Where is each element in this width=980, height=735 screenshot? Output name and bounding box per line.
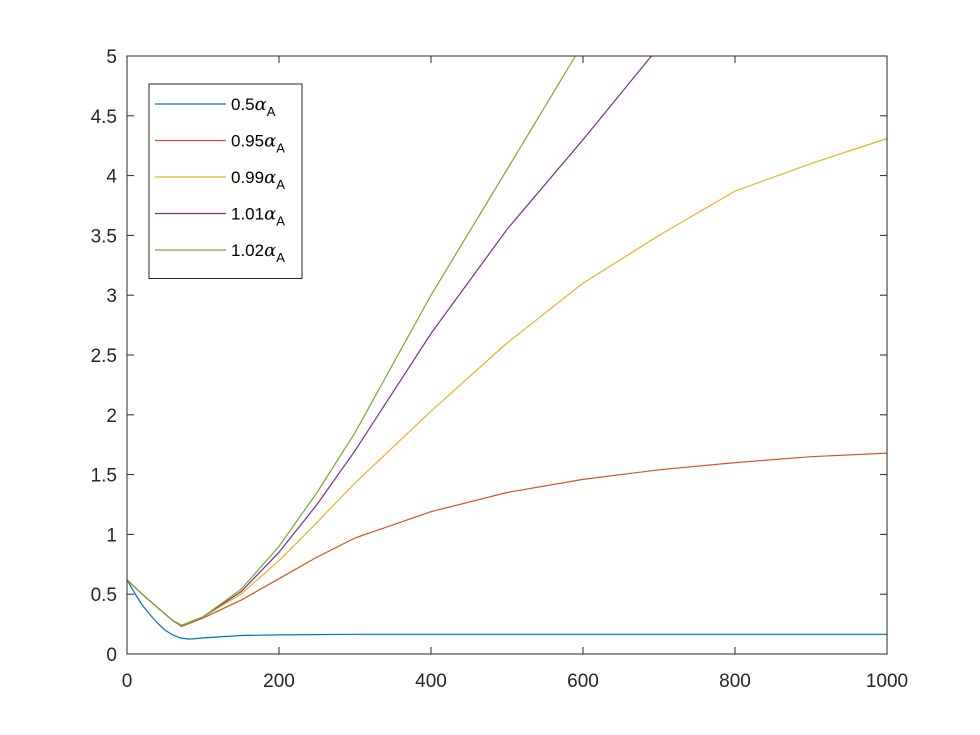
- legend-label-4: 1.02αA: [231, 240, 285, 265]
- legend-label-2: 0.99αA: [231, 167, 285, 192]
- y-tick-label: 0.5: [91, 585, 117, 606]
- y-tick-label: 5: [106, 47, 117, 68]
- legend-label-alpha: α: [264, 167, 276, 188]
- y-tick-label: 3.5: [91, 226, 117, 247]
- x-tick-label: 400: [415, 671, 447, 692]
- x-tick-label: 1000: [866, 671, 908, 692]
- legend-label-0: 0.5αA: [231, 94, 276, 119]
- x-tick-label: 800: [719, 671, 751, 692]
- legend-label-prefix: 1.02: [231, 241, 264, 260]
- y-tick-label: 4.5: [91, 107, 117, 128]
- series-line-4: [126, 55, 576, 626]
- legend-label-alpha: α: [264, 240, 276, 261]
- y-tick-label: 3: [106, 286, 117, 307]
- legend-label-prefix: 1.01: [231, 205, 264, 224]
- x-tick-label: 200: [263, 671, 295, 692]
- legend-label-alpha: α: [255, 94, 267, 115]
- axes-layer: 0 200 400 600 800 1000 0 0.5 1 1.5 2 2.5 3 3.5 4 4.5 5: [91, 47, 909, 692]
- legend-label-subscript: A: [276, 214, 285, 229]
- y-tick-label: 2: [106, 406, 117, 427]
- y-tick-label: 0: [106, 645, 117, 666]
- series-line-0: [126, 579, 887, 640]
- legend-label-alpha: α: [264, 131, 276, 152]
- legend-label-alpha: α: [264, 204, 276, 225]
- y-tick-label: 4: [106, 167, 117, 188]
- legend-label-prefix: 0.5: [231, 95, 255, 114]
- x-tick-label: 0: [122, 671, 133, 692]
- y-tick-label: 2.5: [91, 346, 117, 367]
- x-tick-label: 600: [567, 671, 599, 692]
- y-tick-label: 1.5: [91, 466, 117, 487]
- legend-box: [148, 83, 303, 279]
- legend-label-subscript: A: [276, 177, 285, 192]
- legend-label-1: 0.95αA: [231, 131, 285, 156]
- legend-label-subscript: A: [276, 141, 285, 156]
- legend-label-prefix: 0.95: [231, 132, 264, 151]
- legend-label-prefix: 0.99: [231, 168, 264, 187]
- legend-label-3: 1.01αA: [231, 204, 285, 229]
- legend-label-subscript: A: [276, 250, 285, 265]
- series-layer: [126, 55, 888, 640]
- y-tick-label: 1: [106, 525, 117, 546]
- legend-label-subscript: A: [267, 104, 276, 119]
